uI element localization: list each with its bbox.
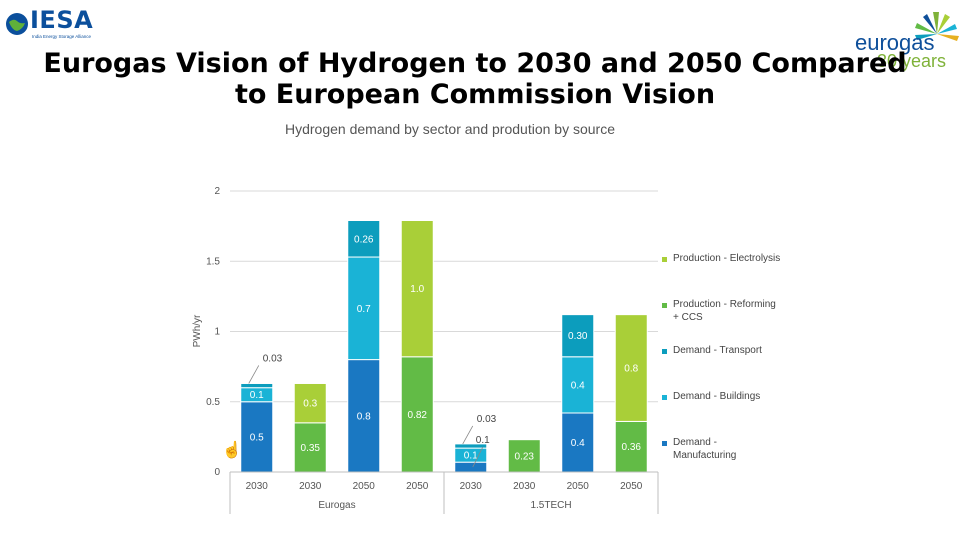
- legend-label: Demand - Manufacturing: [673, 437, 737, 461]
- data-label: 0.35: [301, 443, 321, 454]
- bar-segment: [614, 314, 648, 422]
- cursor-hand-icon: ☝: [222, 442, 242, 459]
- legend-item: Production - Reforming + CCS: [662, 298, 792, 344]
- eurogas-years-text: 30 years: [877, 51, 947, 71]
- bar-segment: [293, 422, 327, 473]
- data-label: 0.03: [263, 353, 283, 364]
- data-label: 0.26: [354, 234, 374, 245]
- y-axis-label: PWh/yr: [192, 314, 203, 347]
- data-label: 0.8: [624, 364, 638, 375]
- y-tick-label: 0: [214, 467, 220, 478]
- bar-segment: [454, 461, 488, 473]
- y-tick-label: 1: [214, 327, 220, 338]
- y-tick-label: 2: [214, 186, 220, 197]
- callout-line: [472, 446, 484, 468]
- bar-segment: [347, 220, 381, 258]
- x-tick-label: 2030: [513, 481, 536, 492]
- data-label: 0.1: [464, 451, 478, 462]
- iesa-logo-text: IESA: [30, 6, 94, 34]
- data-label: 1.0: [410, 284, 424, 295]
- bar-segment: [400, 220, 434, 358]
- legend-label: Production - Electrolysis: [673, 253, 781, 264]
- data-label: 0.82: [408, 410, 428, 421]
- bar-segment: [240, 382, 274, 389]
- legend-item: Demand - Buildings: [662, 390, 792, 436]
- bar-segment: [507, 439, 541, 473]
- x-tick-label: 2050: [567, 481, 590, 492]
- data-label: 0.7: [357, 304, 371, 315]
- legend-label: Demand - Transport: [673, 345, 762, 356]
- data-label: 0.4: [571, 380, 585, 391]
- y-tick-label: 1.5: [206, 256, 220, 267]
- bar-segment: [561, 314, 595, 358]
- chart-title: Hydrogen demand by sector and prodution …: [285, 121, 615, 137]
- legend-item: Production - Electrolysis: [662, 252, 792, 298]
- data-label: 0.3: [303, 399, 317, 410]
- legend-label: Demand - Buildings: [673, 391, 761, 402]
- y-tick-label: 0.5: [206, 397, 220, 408]
- data-label: 0.8: [357, 411, 371, 422]
- legend-swatch: [662, 441, 667, 446]
- data-label: 0.30: [568, 331, 588, 342]
- eurogas-logo-text: eurogas: [855, 30, 935, 55]
- data-label: 0.23: [515, 451, 535, 462]
- chart-legend: Production - Electrolysis Production - Re…: [662, 252, 792, 482]
- annotation-label: 0.1: [476, 435, 490, 446]
- bar-segment: [347, 256, 381, 361]
- iesa-globe-icon: [6, 13, 28, 35]
- iesa-tagline: India Energy Storage Alliance: [32, 34, 92, 39]
- eurogas-logo: eurogas 30 years: [855, 4, 967, 76]
- iesa-logo: IESA India Energy Storage Alliance: [4, 6, 114, 42]
- bar-segment: [293, 382, 327, 424]
- legend-item: Demand - Manufacturing: [662, 436, 792, 482]
- legend-swatch: [662, 257, 667, 262]
- data-label: 0.03: [477, 414, 497, 425]
- data-label: 0.4: [571, 438, 585, 449]
- x-tick-label: 2050: [620, 481, 643, 492]
- data-label: 0.5: [250, 432, 264, 443]
- x-tick-label: 2030: [246, 481, 269, 492]
- legend-swatch: [662, 303, 667, 308]
- x-tick-label: 2050: [353, 481, 376, 492]
- page-title: Eurogas Vision of Hydrogen to 2030 and 2…: [43, 48, 907, 110]
- bar-segment: [240, 401, 274, 473]
- legend-item: Demand - Transport: [662, 344, 792, 390]
- callout-line: [462, 425, 474, 445]
- callout-line: [248, 365, 260, 384]
- x-tick-label: 2050: [406, 481, 429, 492]
- bar-segment: [561, 412, 595, 473]
- legend-swatch: [662, 349, 667, 354]
- legend-swatch: [662, 395, 667, 400]
- eurogas-sunburst-icon: [915, 12, 959, 41]
- x-tick-label: 2030: [460, 481, 483, 492]
- data-label: 0.1: [250, 390, 264, 401]
- group-label: 1.5TECH: [530, 500, 571, 511]
- legend-label: Production - Reforming + CCS: [673, 299, 776, 323]
- data-label: 0.36: [622, 442, 642, 453]
- bar-segment: [347, 359, 381, 473]
- bar-segment: [561, 356, 595, 414]
- group-label: Eurogas: [318, 500, 355, 511]
- x-tick-label: 2030: [299, 481, 322, 492]
- bar-segment: [454, 443, 488, 449]
